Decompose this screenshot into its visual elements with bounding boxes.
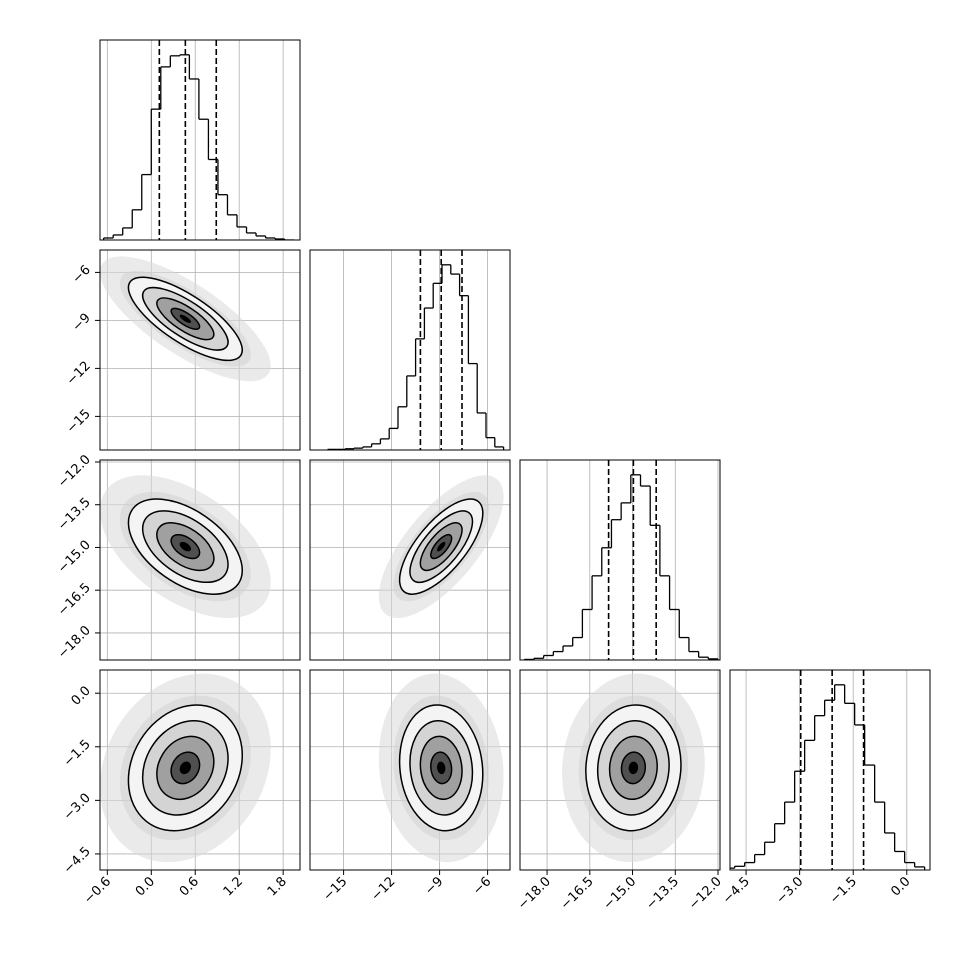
x-tick-label: −9 <box>422 874 446 898</box>
x-tick-label: 0.0 <box>888 874 913 899</box>
x-tick-label: −15 <box>320 874 350 904</box>
x-tick-label: −6 <box>470 874 494 898</box>
panel <box>100 670 300 870</box>
y-tick-label: −16.5 <box>55 580 94 619</box>
density-peak <box>437 761 446 775</box>
y-tick-label: −15 <box>64 407 94 437</box>
panel-frame <box>519 459 721 661</box>
panel <box>310 670 510 870</box>
panel <box>100 460 300 660</box>
x-tick-label: 1.2 <box>221 874 246 899</box>
y-tick-label: −15.0 <box>55 538 94 577</box>
panel-frame <box>99 249 301 451</box>
panel <box>100 250 300 450</box>
x-tick-label: 0.0 <box>133 874 158 899</box>
y-tick-label: −4.5 <box>61 844 94 877</box>
panel-frame <box>99 459 301 661</box>
y-tick-label: −12 <box>64 359 94 389</box>
x-tick-label: −12 <box>368 874 398 904</box>
y-tick-label: −18.0 <box>55 623 94 662</box>
panel-frame <box>99 669 301 871</box>
y-tick-label: 0.0 <box>69 683 94 708</box>
y-tick-label: −9 <box>70 311 94 335</box>
density-peak <box>628 761 639 775</box>
panel-frame <box>309 459 511 661</box>
x-tick-label: −12.0 <box>686 874 725 913</box>
y-tick-label: −13.5 <box>55 495 94 534</box>
panel-frame <box>729 669 931 871</box>
density-peak <box>179 761 192 775</box>
density-peak <box>179 314 192 323</box>
panel-frame <box>309 249 511 451</box>
x-tick-label: −18.0 <box>515 874 554 913</box>
y-tick-label: −12.0 <box>55 452 94 491</box>
x-tick-label: −13.5 <box>643 874 682 913</box>
density-peak <box>437 541 446 552</box>
x-tick-label: −16.5 <box>558 874 597 913</box>
y-tick-label: −6 <box>70 263 94 287</box>
x-tick-label: −15.0 <box>601 874 640 913</box>
x-tick-label: 0.6 <box>177 874 202 899</box>
y-tick-label: −3.0 <box>61 791 94 824</box>
x-tick-label: −3.0 <box>774 874 807 907</box>
panel <box>310 460 510 660</box>
density-peak <box>179 541 192 552</box>
panel <box>523 460 719 660</box>
panel <box>520 670 720 870</box>
panel <box>326 250 505 450</box>
panel-frame <box>309 669 511 871</box>
y-tick-label: −1.5 <box>61 737 94 770</box>
panel <box>730 670 926 870</box>
panel <box>103 40 295 240</box>
x-tick-label: 1.8 <box>265 874 290 899</box>
panel-frame <box>519 669 721 871</box>
x-tick-label: −0.6 <box>81 874 114 907</box>
panel-frame <box>99 39 301 241</box>
x-tick-label: −1.5 <box>827 874 860 907</box>
x-tick-label: −4.5 <box>720 874 753 907</box>
